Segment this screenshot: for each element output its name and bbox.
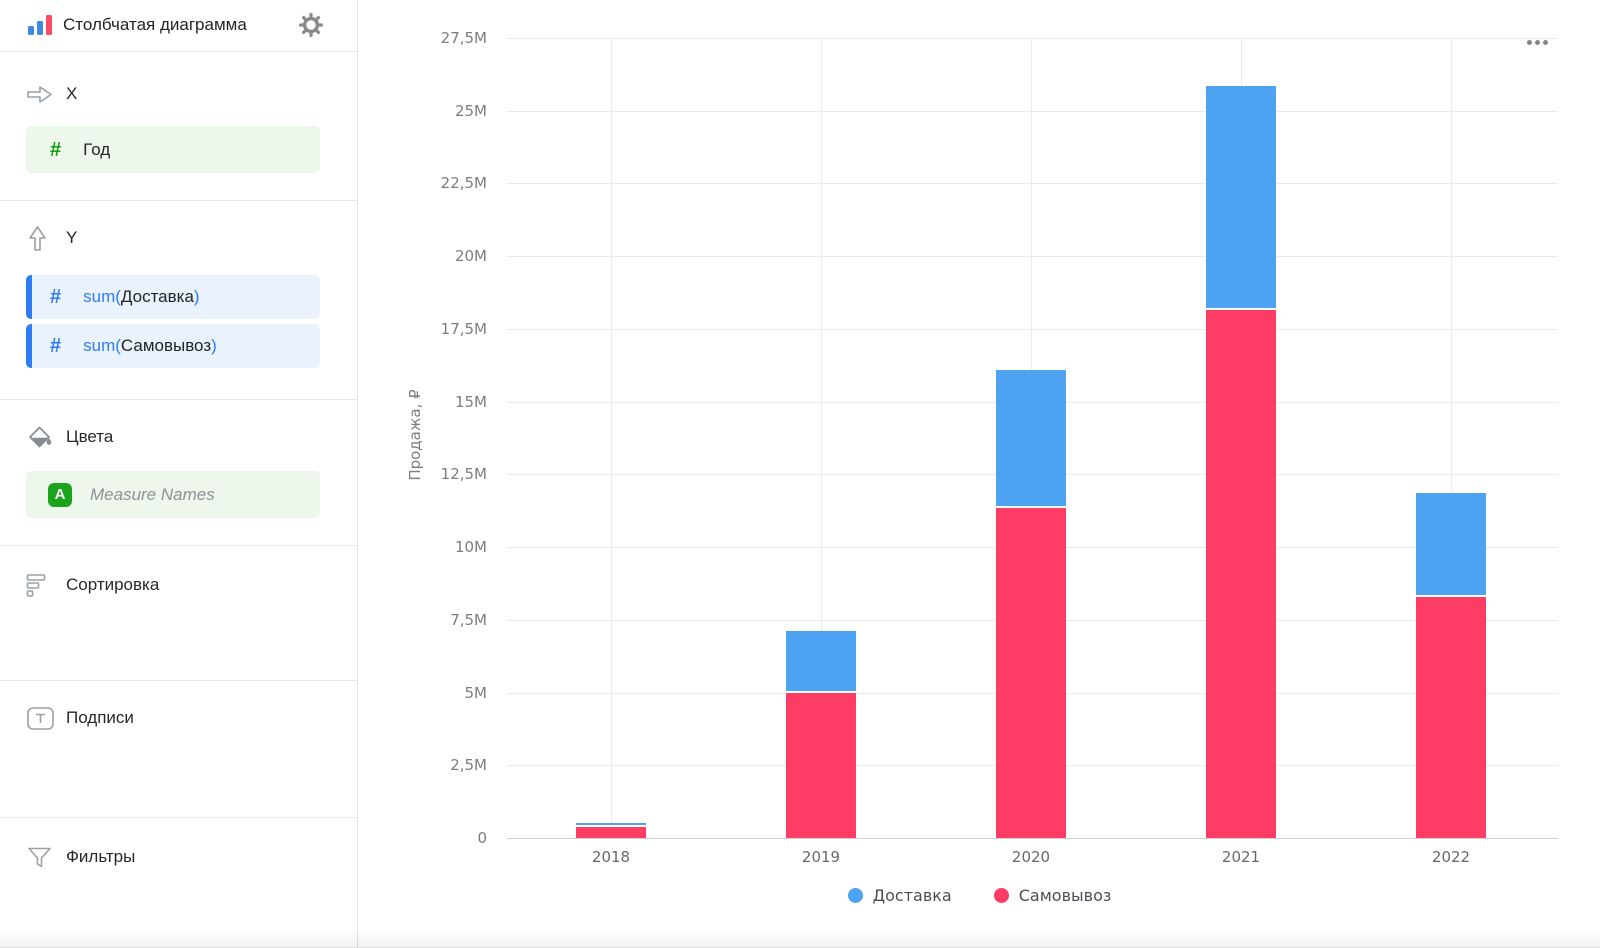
section-colors-header: Цвета: [26, 423, 113, 451]
number-field-icon: #: [50, 335, 62, 357]
legend-item-dostavka[interactable]: Доставка: [847, 886, 952, 905]
field-pill-sum-samovyvoz[interactable]: # sum(Самовывоз): [26, 324, 320, 368]
bar-segment-Доставка[interactable]: [1206, 86, 1276, 310]
bar-segment-Доставка[interactable]: [576, 822, 646, 828]
legend-dot-blue: [847, 888, 863, 903]
plot-area: 0 2,5M 5M 7,5M 10M 12,5M 15M 17,5M 20M 22,5M 25M 27…: [359, 0, 1600, 948]
y-axis-tick-label: 7,5M: [450, 611, 487, 629]
ellipsis-icon: [1535, 40, 1540, 45]
number-field-icon: #: [50, 138, 62, 161]
x-axis-tick-label: 2020: [1011, 848, 1051, 866]
y-axis-tick-label: 22,5M: [440, 174, 487, 192]
funnel-icon: [26, 844, 56, 871]
text-label-icon: [26, 705, 56, 732]
section-labels-label: Подписи: [66, 708, 134, 727]
y-axis-tick-label: 2,5M: [450, 756, 487, 774]
bar-segment-Доставка[interactable]: [996, 369, 1066, 508]
x-axis-line: [507, 838, 1558, 839]
field-name: sum(Доставка): [83, 287, 200, 306]
section-x-label: X: [66, 84, 78, 103]
text-field-icon: A: [48, 482, 72, 507]
section-divider: [0, 200, 357, 201]
chart-panel: 0 2,5M 5M 7,5M 10M 12,5M 15M 17,5M 20M 22,5M 25M 27…: [359, 0, 1600, 948]
y-axis-tick-label: 20M: [454, 247, 487, 265]
measure-stripe: [26, 275, 32, 319]
x-axis-tick-label: 2021: [1221, 848, 1261, 866]
horizontal-gridline: [507, 256, 1558, 257]
section-divider: [0, 680, 357, 681]
y-axis-tick-label: 5M: [464, 684, 488, 702]
section-sorting-header: Сортировка: [26, 571, 159, 599]
ellipsis-icon: [1543, 40, 1548, 45]
section-labels-header: Подписи: [26, 704, 134, 732]
bar-segment-Доставка[interactable]: [1416, 493, 1486, 597]
bar-segment-Самовывоз[interactable]: [1206, 310, 1276, 838]
field-name: Measure Names: [90, 484, 215, 504]
settings-gear-icon[interactable]: [299, 13, 323, 42]
chart-menu-button[interactable]: [1523, 36, 1552, 49]
y-axis-tick-label: 15M: [454, 393, 487, 411]
arrow-up-icon: [26, 225, 56, 252]
vertical-gridline: [821, 38, 822, 838]
y-axis-tick-label: 17,5M: [440, 320, 487, 338]
sidebar-header: Столбчатая диаграмма: [0, 0, 357, 52]
section-colors-label: Цвета: [66, 427, 114, 446]
y-axis-tick-label: 10M: [454, 538, 487, 556]
legend-item-samovyvoz[interactable]: Самовывоз: [993, 886, 1112, 905]
field-name: Год: [83, 139, 111, 159]
section-x-header: X: [26, 80, 77, 108]
legend-label: Самовывоз: [1018, 886, 1112, 905]
x-axis-tick-label: 2018: [591, 848, 631, 866]
paint-bucket-icon: [26, 423, 56, 452]
vertical-gridline: [1451, 38, 1452, 838]
section-divider: [0, 817, 357, 818]
horizontal-gridline: [507, 183, 1558, 184]
section-filters-label: Фильтры: [66, 847, 136, 866]
section-filters-header: Фильтры: [26, 843, 135, 871]
legend-dot-red: [993, 888, 1009, 903]
y-axis-tick-label: 27,5M: [440, 29, 487, 47]
horizontal-gridline: [507, 38, 1558, 39]
horizontal-gridline: [507, 111, 1558, 112]
bar-chart-logo-icon: [27, 13, 53, 43]
bar-segment-Самовывоз[interactable]: [1416, 596, 1486, 838]
number-field-icon: #: [50, 286, 62, 308]
section-y-header: Y: [26, 224, 77, 252]
sidebar: Столбчатая диаграмма: [0, 0, 358, 948]
vertical-gridline: [611, 38, 612, 838]
field-pill-sum-dostavka[interactable]: # sum(Доставка): [26, 275, 320, 319]
section-divider: [0, 399, 357, 400]
section-sorting-label: Сортировка: [66, 575, 160, 594]
legend-label: Доставка: [872, 886, 952, 905]
x-axis-tick-label: 2019: [801, 848, 841, 866]
bar-segment-Доставка[interactable]: [786, 631, 856, 693]
x-axis-tick-label: 2022: [1431, 848, 1471, 866]
ellipsis-icon: [1527, 40, 1532, 45]
y-axis-title: Продажа, ₽: [406, 389, 424, 481]
measure-stripe: [26, 324, 32, 368]
field-pill-year[interactable]: # Год: [26, 126, 320, 173]
bar-segment-Самовывоз[interactable]: [996, 507, 1066, 838]
y-axis-tick-label: 12,5M: [440, 465, 487, 483]
arrow-right-icon: [26, 83, 56, 106]
chart-legend: Доставка Самовывоз: [359, 886, 1600, 905]
y-axis-tick-label: 25M: [454, 102, 487, 120]
field-name: sum(Самовывоз): [83, 336, 217, 355]
sort-bars-icon: [26, 573, 56, 598]
bar-segment-Самовывоз[interactable]: [786, 692, 856, 838]
chart-type-title: Столбчатая диаграмма: [63, 15, 247, 34]
horizontal-gridline: [507, 329, 1558, 330]
y-axis-tick-label: 0: [477, 829, 487, 847]
field-pill-measure-names[interactable]: A Measure Names: [26, 471, 320, 518]
section-y-label: Y: [66, 228, 78, 247]
section-divider: [0, 545, 357, 546]
bar-segment-Самовывоз[interactable]: [576, 827, 646, 838]
